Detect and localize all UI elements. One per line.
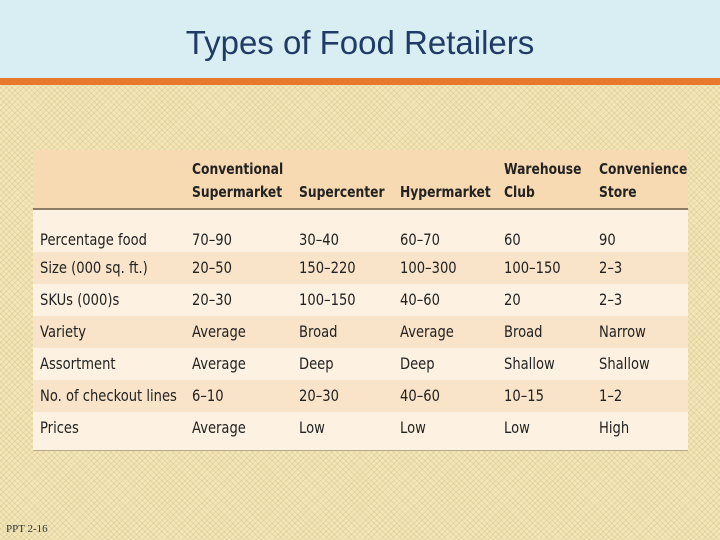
table-cell: Narrow: [599, 322, 646, 341]
slide-header: Types of Food Retailers: [0, 0, 720, 78]
table-cell: Average: [400, 322, 454, 341]
table-cell: 100–150: [504, 258, 561, 277]
table-cell: 70–90: [192, 230, 232, 249]
table-row-skus: SKUs (000)s 20–30 100–150 40–60 20 2–3: [33, 284, 688, 316]
table-cell: Deep: [299, 354, 334, 373]
table-cell: Shallow: [599, 354, 650, 373]
table-cell: 40–60: [400, 386, 440, 405]
table-cell: Broad: [299, 322, 338, 341]
table-row-prices: Prices Average Low Low Low High: [33, 412, 688, 444]
row-label: Variety: [40, 322, 87, 341]
table-cell: Low: [504, 418, 530, 437]
row-label: Size (000 sq. ft.): [40, 258, 148, 277]
table-cell: 20: [504, 290, 521, 309]
header-convenience-store: Convenience Store: [599, 160, 688, 201]
slide-footer: PPT 2-16: [6, 523, 48, 535]
row-label: Percentage food: [40, 230, 147, 249]
table-cell: 60: [504, 230, 521, 249]
table-cell: 30–40: [299, 230, 339, 249]
table-cell: 150–220: [299, 258, 356, 277]
table-cell: 2–3: [599, 258, 623, 277]
table-cell: 1–2: [599, 386, 623, 405]
table-cell: Deep: [400, 354, 435, 373]
table-cell: 2–3: [599, 290, 623, 309]
row-label: Prices: [40, 418, 79, 437]
row-label: No. of checkout lines: [40, 386, 177, 405]
table-row-checkout-lines: No. of checkout lines 6–10 20–30 40–60 1…: [33, 380, 688, 412]
table-cell: 10–15: [504, 386, 544, 405]
row-label: Assortment: [40, 354, 116, 373]
table-row-assortment: Assortment Average Deep Deep Shallow Sha…: [33, 348, 688, 380]
table-cell: 20–30: [299, 386, 339, 405]
table-cell: 100–300: [400, 258, 457, 277]
accent-bar: [0, 78, 720, 85]
table-cell: 90: [599, 230, 616, 249]
table-cell: Low: [400, 418, 426, 437]
header-warehouse-club: Warehouse Club: [504, 160, 582, 201]
table-cell: 20–50: [192, 258, 232, 277]
retailer-comparison-table: Conventional Supermarket Supercenter Hype…: [33, 150, 688, 451]
table-cell: 20–30: [192, 290, 232, 309]
table-row-variety: Variety Average Broad Average Broad Narr…: [33, 316, 688, 348]
table-cell: Low: [299, 418, 325, 437]
table-cell: Average: [192, 418, 246, 437]
header-conventional-supermarket: Conventional Supermarket: [192, 160, 284, 201]
header-supercenter: Supercenter: [299, 183, 385, 201]
table-cell: Shallow: [504, 354, 555, 373]
table-row-size: Size (000 sq. ft.) 20–50 150–220 100–300…: [33, 252, 688, 284]
row-label: SKUs (000)s: [40, 290, 120, 309]
table-cell: 60–70: [400, 230, 440, 249]
table-cell: 40–60: [400, 290, 440, 309]
header-hypermarket: Hypermarket: [400, 183, 491, 201]
table-cell: Average: [192, 322, 246, 341]
table-cell: High: [599, 418, 630, 437]
table-cell: Broad: [504, 322, 543, 341]
table-header-row: Conventional Supermarket Supercenter Hype…: [33, 150, 688, 210]
table-cell: Average: [192, 354, 246, 373]
table-cell: 6–10: [192, 386, 224, 405]
table-row-percentage-food: Percentage food 70–90 30–40 60–70 60 90: [33, 224, 688, 256]
table-cell: 100–150: [299, 290, 356, 309]
slide-title: Types of Food Retailers: [185, 24, 535, 61]
